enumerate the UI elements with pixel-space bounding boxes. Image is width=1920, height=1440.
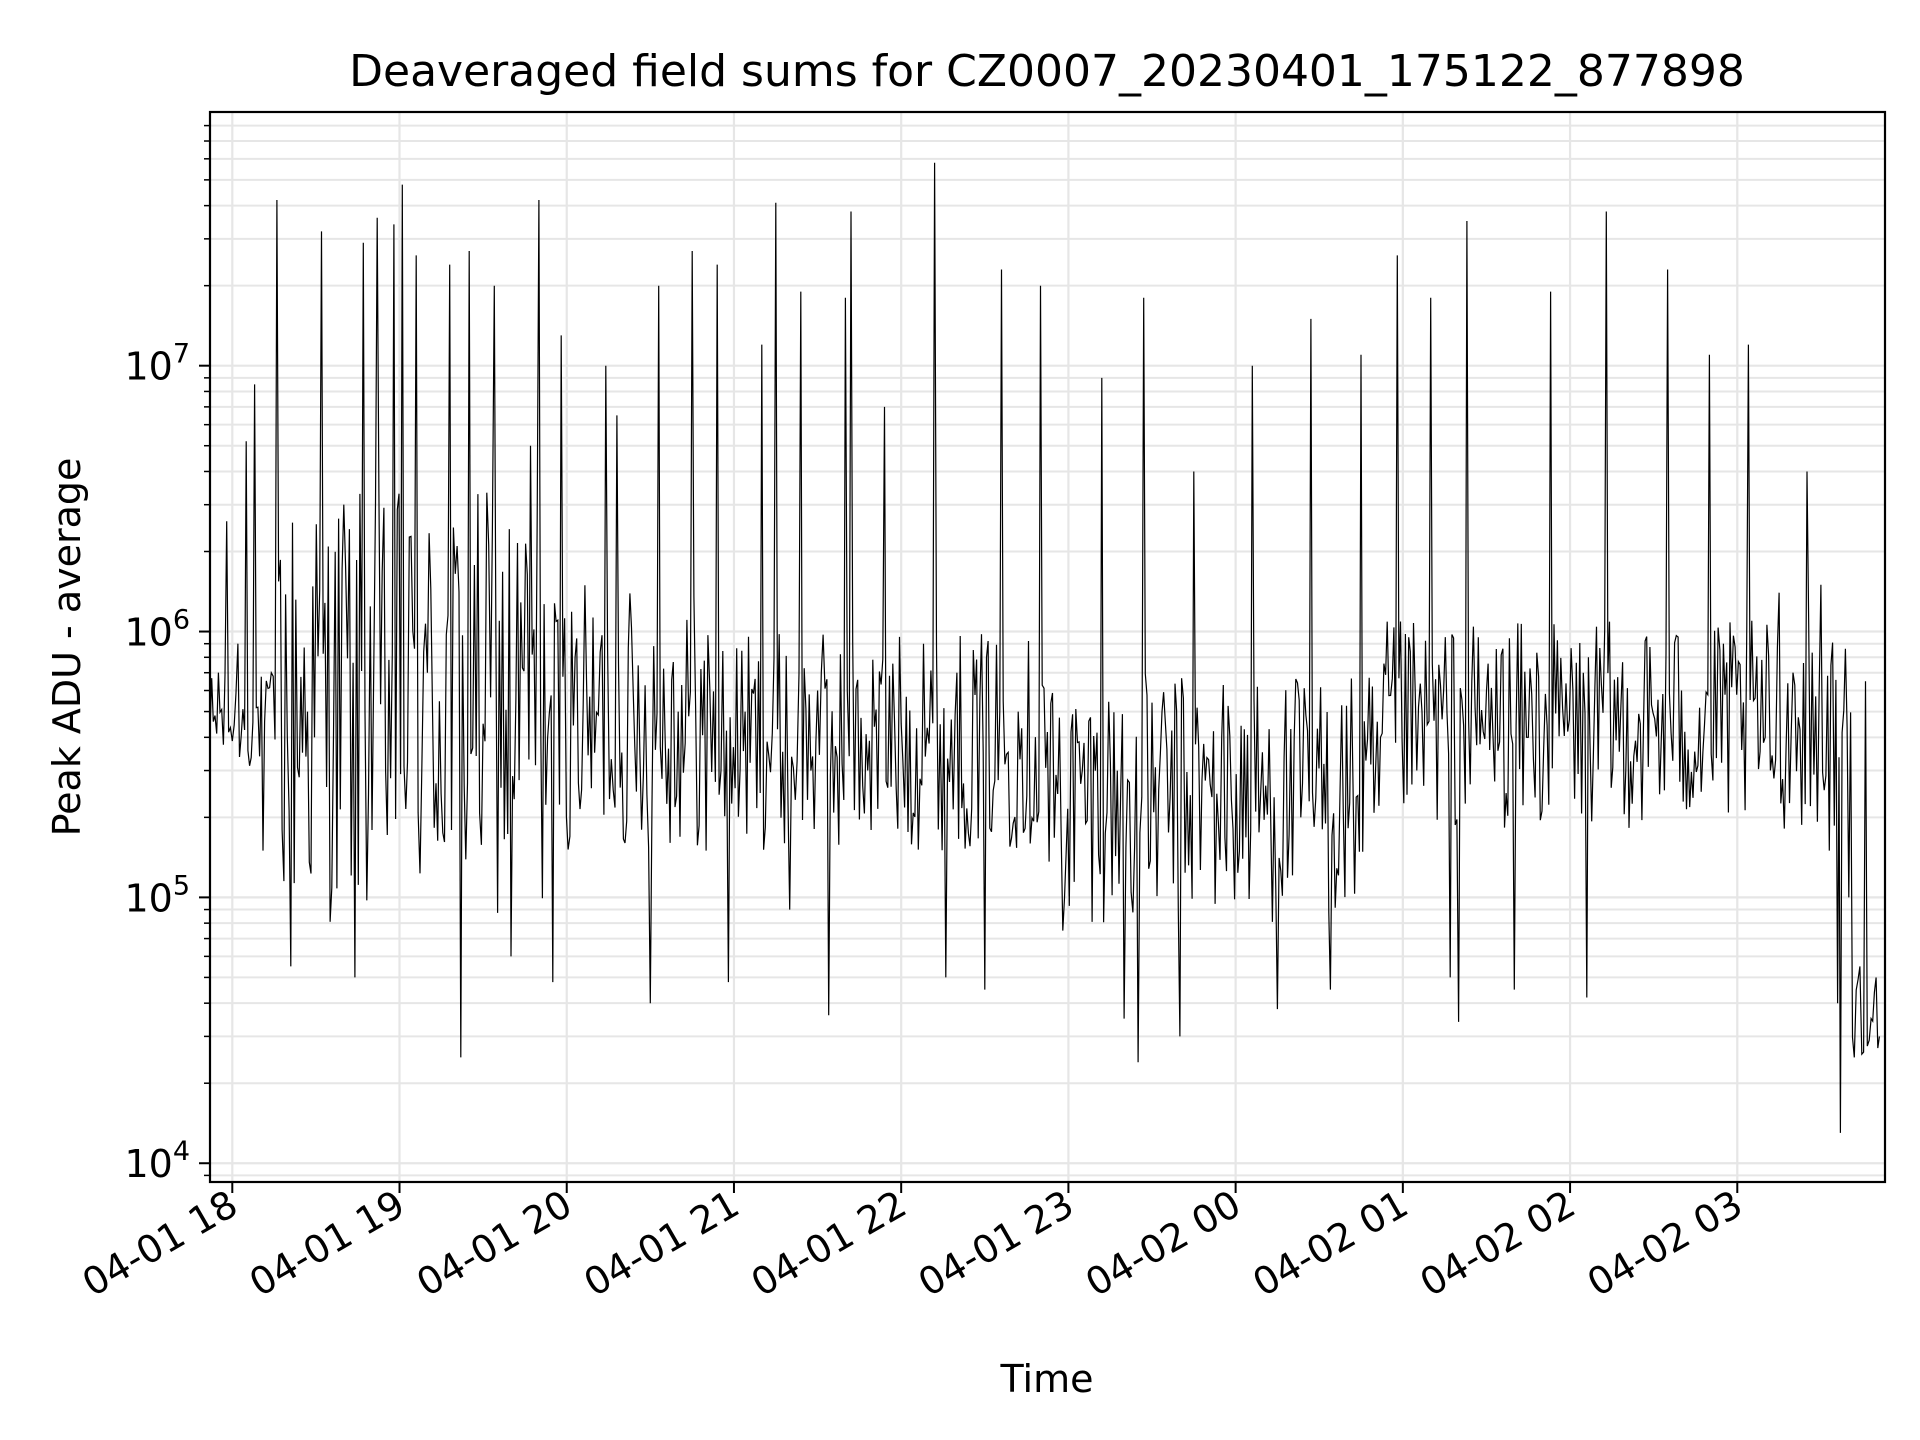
x-axis-label: Time [1000, 1357, 1094, 1401]
x-tick-label: 04-01 22 [744, 1182, 914, 1306]
x-tick-label: 04-01 21 [576, 1182, 746, 1306]
x-tick-label: 04-01 20 [409, 1182, 579, 1306]
series-layer [209, 162, 1880, 1133]
x-tick-label: 04-01 19 [242, 1182, 412, 1306]
x-tick-label: 04-02 01 [1245, 1182, 1415, 1306]
x-tick-label: 04-01 23 [911, 1182, 1081, 1306]
y-tick-label: 104 [124, 1136, 190, 1186]
x-tick-label: 04-02 00 [1078, 1182, 1248, 1306]
y-tick-label: 105 [124, 870, 190, 920]
x-tick-label: 04-02 03 [1580, 1182, 1750, 1306]
y-tick-label: 107 [124, 339, 190, 389]
series-line [209, 162, 1880, 1133]
x-tick-label: 04-02 02 [1413, 1182, 1583, 1306]
chart-title: Deaveraged field sums for CZ0007_2023040… [349, 46, 1745, 97]
y-axis-label: Peak ADU - average [45, 458, 89, 837]
y-tick-label: 106 [124, 605, 190, 655]
plot-frame [208, 110, 1887, 1184]
x-tick-label: 04-01 18 [75, 1182, 245, 1306]
